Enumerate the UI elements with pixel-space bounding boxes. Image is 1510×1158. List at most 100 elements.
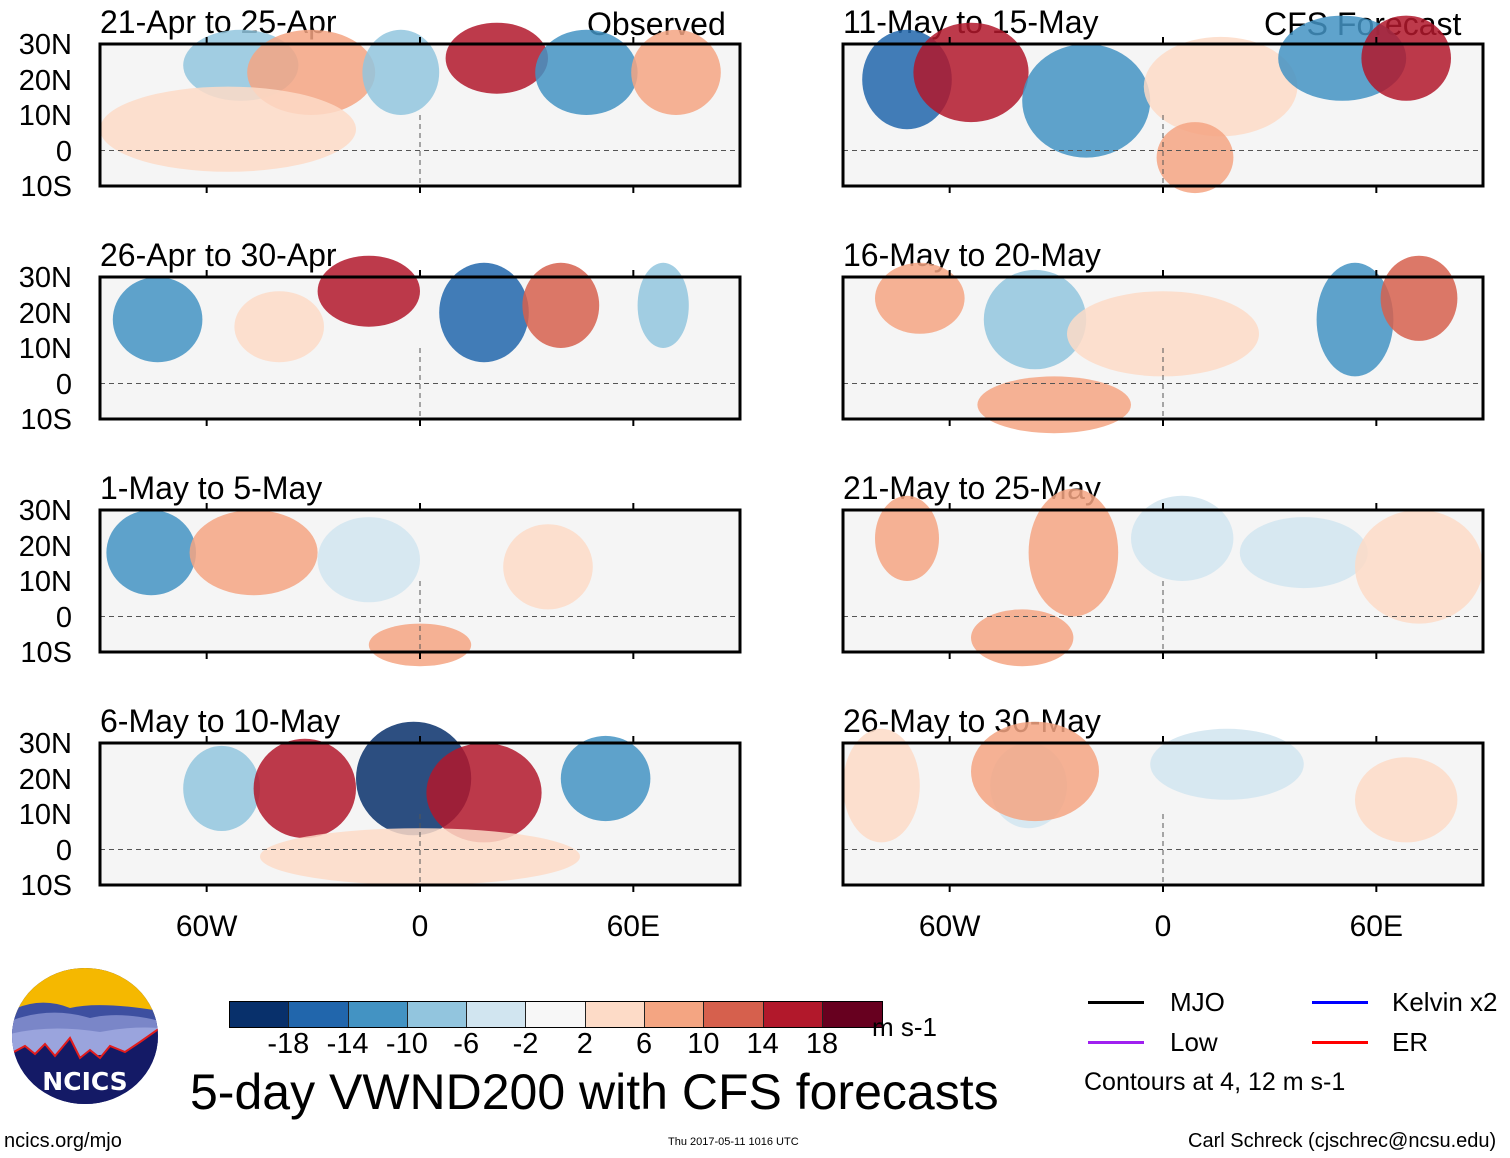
- colorbar: [229, 1001, 884, 1028]
- map-panel: [98, 255, 742, 426]
- x-tick-label: 0: [1154, 910, 1172, 943]
- ncics-logo: NCICS: [10, 966, 160, 1106]
- y-tick-label: 10N: [18, 100, 72, 132]
- y-tick-label: 20N: [18, 530, 72, 563]
- anomaly-shading: [971, 721, 1099, 822]
- x-tick-label: 60W: [175, 910, 238, 943]
- anomaly-shading: [317, 517, 420, 603]
- legend-er-label: ER: [1392, 1027, 1429, 1057]
- anomaly-shading: [637, 262, 689, 348]
- legend-mjo-line: [1088, 1001, 1144, 1004]
- legend-kelvin-label: Kelvin x2: [1392, 987, 1498, 1017]
- anomaly-shading: [1355, 510, 1483, 624]
- anomaly-shading: [1361, 15, 1451, 101]
- anomaly-shading: [445, 22, 548, 94]
- y-tick-label: 10S: [20, 404, 72, 436]
- anomaly-shading: [1355, 757, 1458, 843]
- anomaly-shading: [112, 277, 203, 363]
- anomaly-shading: [843, 728, 920, 843]
- anomaly-shading: [1028, 488, 1119, 617]
- ncics-logo-icon: NCICS: [12, 968, 158, 1104]
- panel-title: 1-May to 5-May: [100, 470, 323, 506]
- anomaly-shading: [253, 738, 356, 839]
- anomaly-shading: [875, 262, 965, 334]
- anomaly-shading: [631, 29, 721, 115]
- legend-mjo-label: MJO: [1170, 987, 1225, 1017]
- anomaly-shading: [260, 828, 580, 885]
- map-panel: [841, 721, 1485, 892]
- colorbar-tick-label: -6: [453, 1028, 480, 1060]
- colorbar-swatch: [822, 1002, 883, 1027]
- y-tick-label: 30N: [18, 728, 72, 760]
- legend-er-line: [1312, 1041, 1368, 1044]
- colorbar-swatch: [467, 1002, 527, 1027]
- colorbar-swatch: [289, 1002, 349, 1027]
- y-tick-label: 10N: [18, 799, 72, 831]
- y-tick-label: 10S: [20, 870, 72, 902]
- legend-low-line: [1088, 1041, 1144, 1044]
- footer-timestamp: Thu 2017-05-11 1016 UTC: [668, 1136, 799, 1148]
- anomaly-shading: [1022, 44, 1151, 158]
- x-tick-label: 60W: [918, 910, 981, 943]
- legend-kelvin-line: [1312, 1001, 1368, 1004]
- y-tick-label: 10S: [20, 171, 72, 203]
- anomaly-shading: [560, 735, 651, 822]
- anomaly-shading: [234, 291, 324, 363]
- anomaly-shading: [1150, 728, 1304, 800]
- anomaly-shading: [317, 255, 420, 327]
- legend-low-label: Low: [1170, 1027, 1218, 1057]
- anomaly-shading: [426, 743, 542, 843]
- colorbar-tick-label: -2: [512, 1028, 539, 1060]
- anomaly-shading: [977, 376, 1131, 434]
- anomaly-shading: [1156, 122, 1234, 194]
- panel-title: 16-May to 20-May: [843, 237, 1101, 273]
- colorbar-swatch: [348, 1002, 408, 1027]
- colorbar-swatch: [704, 1002, 764, 1027]
- colorbar-tick-label: 10: [687, 1028, 720, 1060]
- x-tick-label: 60E: [606, 910, 661, 943]
- colorbar-swatch: [585, 1002, 646, 1027]
- y-tick-label: 30N: [18, 262, 72, 294]
- ncics-logo-text: NCICS: [42, 1067, 127, 1096]
- map-panel: [841, 15, 1485, 194]
- y-tick-label: 30N: [18, 29, 72, 61]
- x-tick-label: 60E: [1349, 910, 1404, 943]
- anomaly-shading: [1316, 262, 1394, 377]
- y-tick-label: 0: [55, 135, 72, 168]
- colorbar-units: m s-1: [872, 1012, 937, 1042]
- panel-title: 6-May to 10-May: [100, 703, 341, 739]
- y-tick-label: 20N: [18, 297, 72, 330]
- colorbar-swatch: [763, 1002, 823, 1027]
- colorbar-swatch: [230, 1002, 290, 1027]
- map-panel: [98, 721, 742, 892]
- y-tick-label: 10S: [20, 637, 72, 669]
- anomaly-shading: [1380, 255, 1458, 341]
- map-panel: [841, 488, 1485, 667]
- x-tick-label: 0: [411, 910, 429, 943]
- anomaly-shading: [1143, 36, 1298, 137]
- anomaly-shading: [1239, 517, 1368, 589]
- anomaly-shading: [983, 269, 1087, 370]
- y-tick-label: 0: [55, 601, 72, 634]
- map-panel: [98, 22, 742, 193]
- y-tick-label: 30N: [18, 495, 72, 527]
- anomaly-shading: [1131, 495, 1234, 581]
- anomaly-shading: [535, 29, 638, 115]
- footer-author: Carl Schreck (cjschrec@ncsu.edu): [1188, 1130, 1497, 1152]
- figure-title: 5-day VWND200 with CFS forecasts: [190, 1064, 999, 1120]
- anomaly-shading: [189, 510, 318, 596]
- map-panel: [841, 255, 1485, 434]
- colorbar-tick-label: 6: [636, 1028, 653, 1060]
- colorbar-tick-label: 18: [805, 1028, 839, 1060]
- footer-url[interactable]: ncics.org/mjo: [4, 1130, 122, 1152]
- anomaly-shading: [1067, 291, 1259, 377]
- anomaly-shading: [439, 262, 529, 363]
- y-tick-label: 20N: [18, 64, 72, 97]
- colorbar-tick-label: -18: [267, 1028, 310, 1060]
- anomaly-shading: [913, 22, 1029, 123]
- anomaly-shading: [875, 495, 939, 581]
- panel-title: 26-Apr to 30-Apr: [100, 237, 337, 273]
- colorbar-swatch: [526, 1002, 586, 1027]
- anomaly-shading: [503, 524, 593, 610]
- anomaly-shading: [971, 609, 1074, 667]
